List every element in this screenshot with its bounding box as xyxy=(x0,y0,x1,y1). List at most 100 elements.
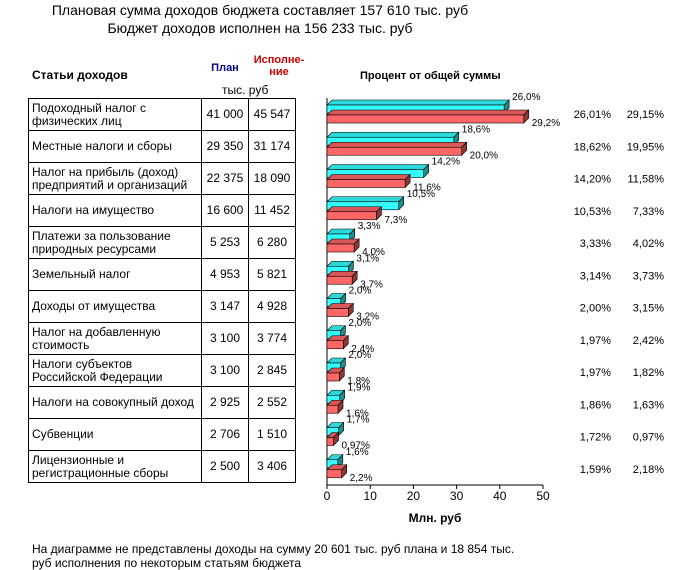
pct-plan-value: 1,59% xyxy=(580,464,611,476)
exec-data-label: 1,6% xyxy=(346,408,369,419)
x-tick-label: 10 xyxy=(364,489,378,503)
footnote-line1: На диаграмме не представлены доходы на с… xyxy=(32,542,515,556)
row-name: Налоги на совокупный доход xyxy=(28,386,202,419)
exec-data-label: 2,2% xyxy=(350,473,373,484)
plan-data-label: 18,6% xyxy=(462,124,490,135)
x-tick-label: 0 xyxy=(324,489,331,503)
column-header-items: Статьи доходов xyxy=(32,68,128,82)
exec-bar-top xyxy=(326,174,411,180)
x-tick-label: 50 xyxy=(536,489,550,503)
plan-bar-top xyxy=(326,99,510,106)
exec-bar xyxy=(326,469,343,479)
plan-data-label: 3,1% xyxy=(356,253,379,264)
exec-bar xyxy=(326,179,406,188)
plan-data-label: 1,6% xyxy=(346,447,369,458)
row-exec: 4 928 xyxy=(248,290,296,323)
plan-data-label: 3,3% xyxy=(358,221,381,232)
table-row: Налоги на совокупный доход 2 925 2 552 xyxy=(28,386,296,419)
plan-bar-top xyxy=(326,196,405,203)
pct-exec-value: 2,18% xyxy=(633,464,664,476)
row-name: Доходы от имущества xyxy=(28,290,202,323)
row-name: Лицензионные и регистрационные сборы xyxy=(28,450,202,483)
pct-plan-value: 26,01% xyxy=(574,109,612,121)
row-plan: 3 100 xyxy=(201,354,249,387)
row-plan: 29 350 xyxy=(201,130,249,163)
column-header-exec-line2: ние xyxy=(269,66,289,78)
plan-data-label: 10,5% xyxy=(407,189,435,200)
plan-data-label: 2,0% xyxy=(349,286,372,297)
row-exec: 3 774 xyxy=(248,322,296,355)
row-plan: 2 706 xyxy=(201,418,249,451)
exec-data-label: 3,7% xyxy=(360,279,383,290)
table-row: Земельный налог 4 953 5 821 xyxy=(28,258,296,291)
exec-bar-top xyxy=(326,206,383,213)
pct-plan-value: 3,33% xyxy=(580,238,611,250)
exec-bar-top xyxy=(326,238,360,245)
exec-data-label: 3,2% xyxy=(356,312,379,323)
pct-exec-value: 4,02% xyxy=(633,238,664,250)
plan-data-label: 14,2% xyxy=(432,157,460,168)
row-name: Налоги на имущество xyxy=(28,194,202,227)
pct-plan-value: 14,20% xyxy=(574,174,612,186)
pct-plan-value: 1,72% xyxy=(580,432,611,444)
column-header-exec: Исполне- ние xyxy=(251,54,307,78)
column-header-unit: тыс. руб xyxy=(222,83,269,97)
plan-data-label: 1,9% xyxy=(348,382,371,393)
pct-exec-value: 0,97% xyxy=(633,432,664,444)
pct-exec-value: 7,33% xyxy=(633,206,664,218)
pct-exec-value: 11,58% xyxy=(628,174,665,186)
exec-bar xyxy=(326,146,462,156)
exec-total-title: Бюджет доходов исполнен на 156 233 тыс. … xyxy=(107,20,413,36)
pct-exec-value: 3,73% xyxy=(633,270,664,282)
exec-bar xyxy=(326,437,334,446)
exec-bar xyxy=(326,404,339,414)
row-name: Налоги субъектов Российской Федерации xyxy=(28,354,202,387)
chart-title: Процент от общей суммы xyxy=(360,70,501,82)
row-exec: 18 090 xyxy=(248,162,296,195)
pct-exec-value: 1,82% xyxy=(633,367,664,379)
exec-data-label: 20,0% xyxy=(470,150,498,161)
table-row: Субвенции 2 706 1 510 xyxy=(28,418,296,451)
row-exec: 2 552 xyxy=(248,386,296,419)
pct-plan-value: 10,53% xyxy=(574,206,612,218)
row-exec: 3 406 xyxy=(248,450,296,483)
income-bar-chart: 0 10 20 30 40 50 Млн. руб 26,0% 29,2% 26,01% 29,15… xyxy=(324,92,665,525)
row-name: Платежи за пользование природных ресурса… xyxy=(28,226,202,259)
row-exec: 2 845 xyxy=(248,354,296,387)
table-row: Налоги субъектов Российской Федерации 3 1… xyxy=(28,354,296,387)
table-row: Подоходный налог с физических лиц 41 000 4… xyxy=(28,98,296,131)
exec-bar xyxy=(326,211,377,221)
table-row: Доходы от имущества 3 147 4 928 xyxy=(28,290,296,323)
exec-bar xyxy=(326,372,340,382)
row-plan: 16 600 xyxy=(201,194,249,227)
plan-data-label: 2,0% xyxy=(348,318,371,329)
exec-data-label: 11,6% xyxy=(413,183,441,194)
income-table: Подоходный налог с физических лиц 41 000 4… xyxy=(28,98,296,483)
table-row: Лицензионные и регистрационные сборы 2 50… xyxy=(28,450,296,483)
exec-data-label: 0,97% xyxy=(342,441,370,452)
pct-plan-value: 1,86% xyxy=(580,399,611,411)
exec-data-label: 4,0% xyxy=(362,247,385,258)
exec-bar xyxy=(326,243,355,253)
pct-exec-value: 19,95% xyxy=(627,141,665,153)
exec-bar xyxy=(326,340,344,350)
pct-plan-value: 1,97% xyxy=(580,367,611,379)
row-name: Налог на прибыль (доход) предприятий и о… xyxy=(28,162,202,195)
exec-bar xyxy=(326,308,349,317)
plan-bar-top xyxy=(326,131,460,138)
row-name: Налог на добавленную стоимость xyxy=(28,322,202,355)
pct-plan-value: 3,14% xyxy=(580,270,611,282)
table-row: Налог на прибыль (доход) предприятий и о… xyxy=(28,162,296,195)
plan-data-label: 1,7% xyxy=(347,415,370,426)
exec-data-label: 29,2% xyxy=(532,118,560,129)
row-name: Местные налоги и сборы xyxy=(28,130,202,163)
pct-exec-value: 1,63% xyxy=(633,399,664,411)
exec-data-label: 2,4% xyxy=(351,344,374,355)
exec-bar xyxy=(326,275,353,285)
plan-bar-top xyxy=(326,164,430,170)
column-header-plan: План xyxy=(211,62,239,74)
x-axis-label: Млн. руб xyxy=(409,511,462,525)
pct-plan-value: 1,97% xyxy=(580,335,611,347)
plan-data-label: 2,0% xyxy=(348,350,371,361)
column-header-exec-line1: Исполне- xyxy=(253,54,305,66)
